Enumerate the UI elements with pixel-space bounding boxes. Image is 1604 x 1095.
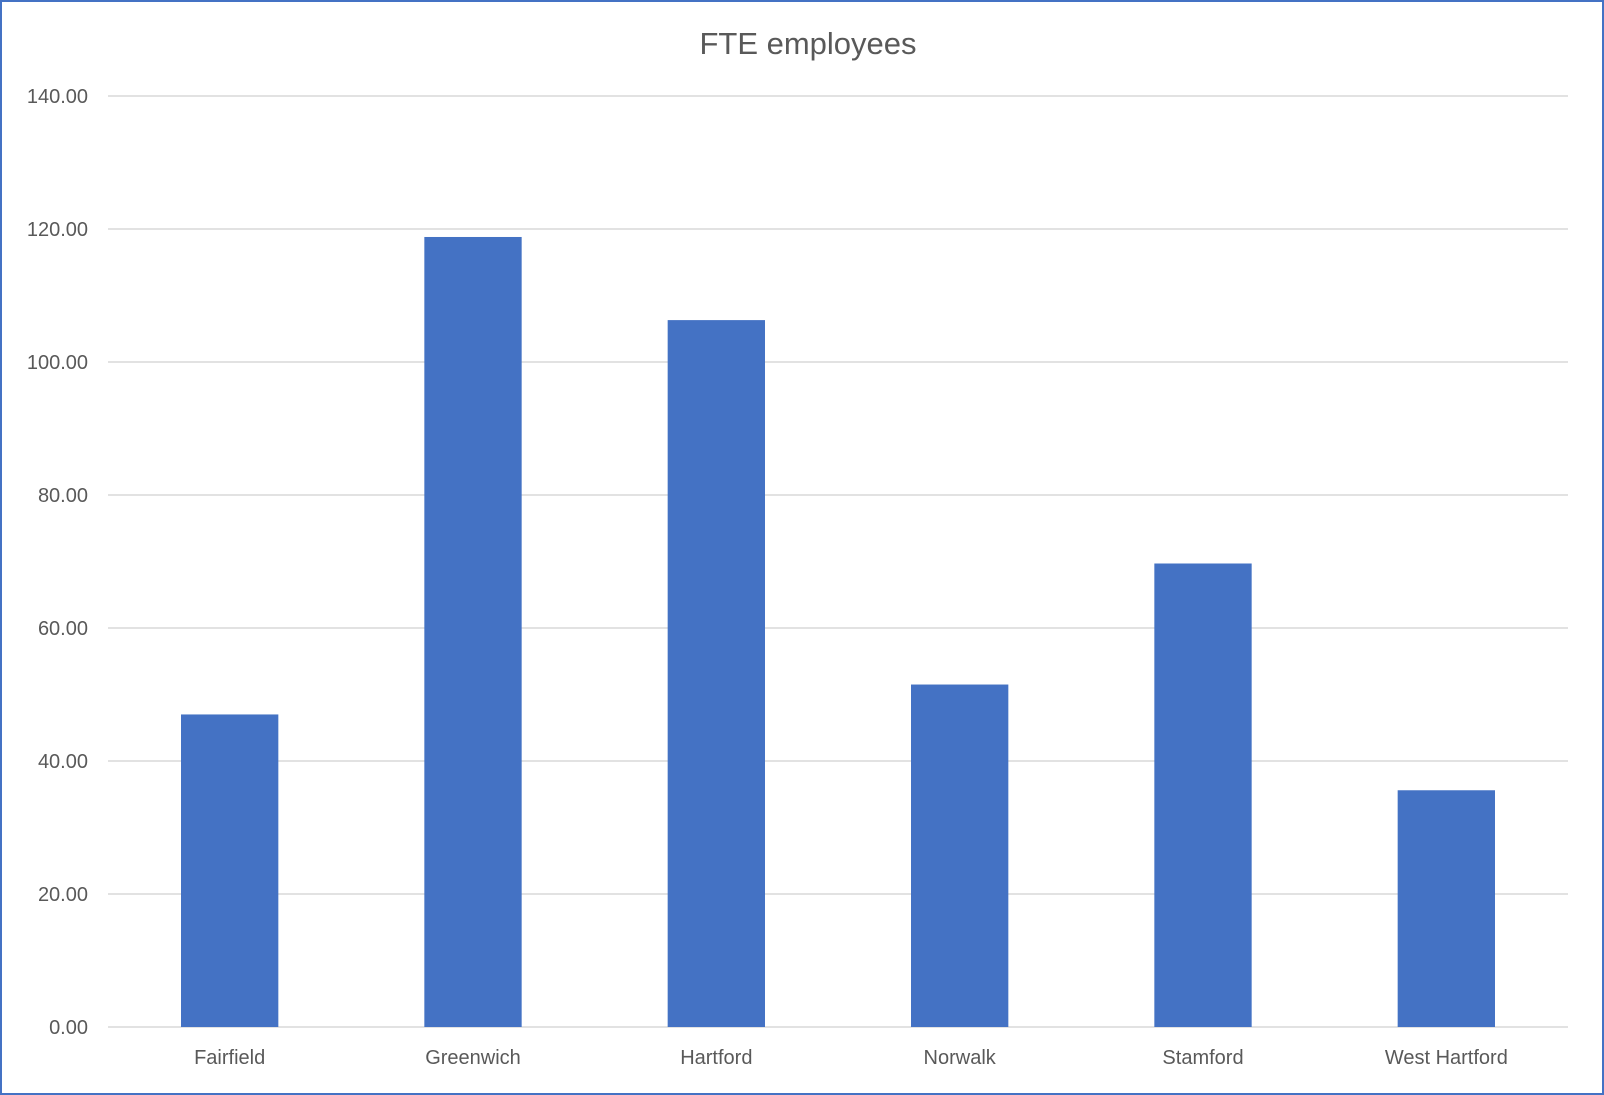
bar-west-hartford (1397, 790, 1495, 1027)
bar-greenwich (424, 236, 522, 1028)
x-category-label: Greenwich (425, 1047, 521, 1069)
y-tick-label: 20.00 (38, 884, 88, 906)
gridlines (108, 95, 1568, 1028)
x-category-label: Stamford (1162, 1047, 1243, 1069)
y-tick-label: 0.00 (49, 1017, 88, 1039)
x-category-label: Hartford (680, 1047, 752, 1069)
bar-hartford (667, 320, 765, 1028)
y-tick-label: 100.00 (27, 352, 88, 374)
bar-norwalk (911, 684, 1009, 1027)
bar-fairfield (181, 714, 279, 1027)
bars (181, 236, 1495, 1028)
y-tick-label: 60.00 (38, 618, 88, 640)
y-axis-labels: 0.00 20.00 40.00 60.00 80.00 100.00 120.00 140.… (27, 86, 88, 1039)
chart-title: FTE employees (699, 26, 916, 61)
y-tick-label: 140.00 (27, 86, 88, 108)
x-category-label: Fairfield (194, 1047, 265, 1069)
x-category-label: West Hartford (1385, 1047, 1508, 1069)
x-axis-labels: Fairfield Greenwich Hartford Norwalk Stamfor… (194, 1047, 1508, 1069)
y-tick-label: 40.00 (38, 751, 88, 773)
y-tick-label: 120.00 (27, 219, 88, 241)
bar-stamford (1154, 563, 1252, 1027)
x-category-label: Norwalk (924, 1047, 997, 1069)
y-tick-label: 80.00 (38, 485, 88, 507)
